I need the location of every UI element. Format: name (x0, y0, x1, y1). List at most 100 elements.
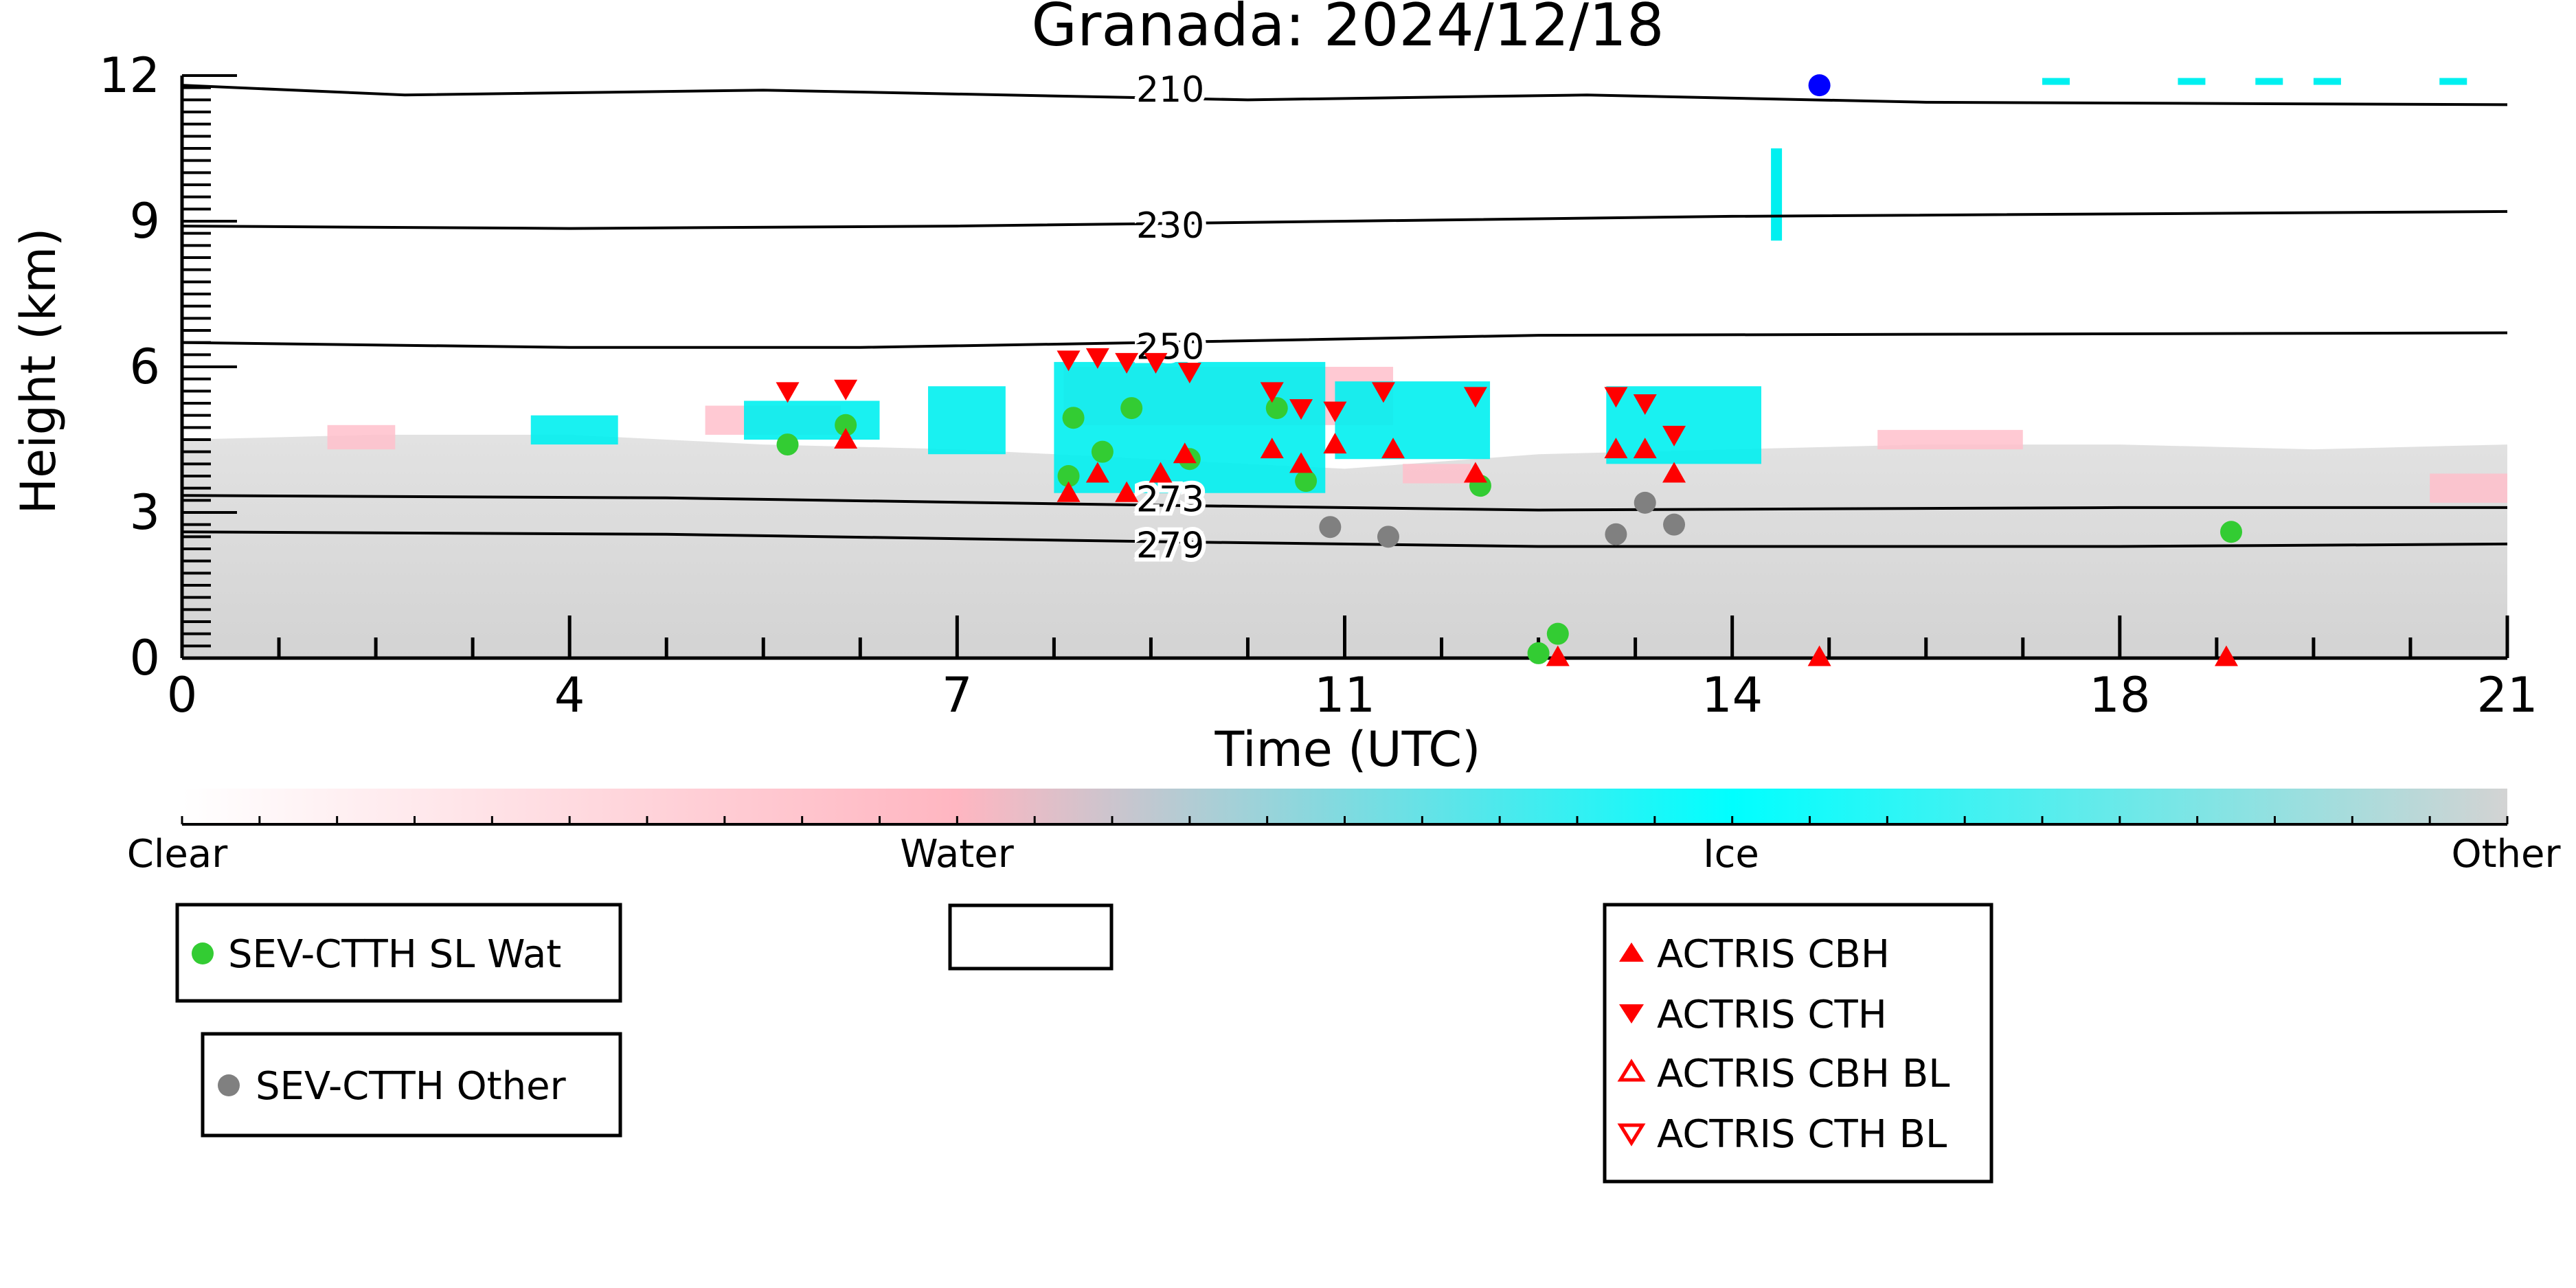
legend-label-cbh-bl: ACTRIS CBH BL (1657, 1052, 1950, 1096)
marker-actris-cbh-11 (1604, 438, 1628, 459)
marker-actris-cth-7 (1260, 382, 1284, 403)
legend-empty-box (948, 903, 1114, 971)
marker-actris-cbh-8 (1323, 433, 1347, 454)
water-region-3 (1403, 464, 1471, 484)
marker-sev-ctth-sl-wat-1 (835, 414, 857, 436)
y-tick-label-1: 3 (129, 484, 160, 541)
marker-actris-cth-9 (1323, 401, 1347, 422)
marker-actris-cth-11 (1463, 387, 1487, 408)
ice-speck-4 (2042, 78, 2070, 85)
legend-marker-cbh (1619, 942, 1644, 962)
marker-actris-cth-3 (1085, 348, 1109, 369)
marker-sev-ctth-sl-wat-6 (1265, 397, 1288, 420)
colorbar-ticks (181, 816, 2509, 824)
ice-region-5 (1606, 386, 1761, 464)
isotherm-label-273: 273 (1136, 479, 1204, 520)
legend-label-cth: ACTRIS CTH (1657, 993, 1887, 1037)
y-tick-label-0: 0 (129, 630, 160, 686)
marker-actris-cbh-0 (834, 428, 858, 449)
legend-label-cth-bl: ACTRIS CTH BL (1657, 1112, 1947, 1157)
marker-actris-cth-10 (1371, 382, 1395, 403)
marker-extra-0 (1808, 74, 1831, 97)
marker-sev-ctth-sl-wat-12 (2220, 521, 2243, 543)
marker-actris-cbh-6 (1260, 438, 1284, 459)
y-tick-label-3: 9 (129, 193, 160, 249)
colorbar-label-water: Water (900, 832, 1015, 877)
x-tick-label-0: 0 (167, 667, 198, 723)
legend-sl-wat: SEV-CTTH SL Wat (175, 903, 622, 1003)
marker-actris-cth-1 (834, 379, 858, 400)
water-region-4 (2430, 473, 2507, 503)
isotherm-label-250: 250 (1136, 327, 1204, 368)
marker-actris-cbh-10 (1463, 462, 1487, 483)
marker-sev-ctth-sl-wat-11 (1527, 642, 1550, 664)
marker-actris-cbh-14 (1546, 645, 1570, 666)
marker-actris-cbh-1 (1057, 481, 1081, 502)
x-tick-label-4: 14 (1702, 667, 1763, 723)
marker-actris-cbh-7 (1289, 452, 1313, 473)
isotherm-210 (181, 84, 2508, 106)
marker-sev-ctth-other-4 (1663, 513, 1686, 536)
legend-label-cbh: ACTRIS CBH (1657, 932, 1890, 977)
ice-streak (1771, 148, 1783, 241)
chart-title: Granada: 2024/12/18 (1031, 0, 1664, 60)
marker-sev-ctth-other-1 (1377, 526, 1399, 548)
x-tick-label-6: 21 (2476, 667, 2538, 723)
isotherm-label-279: 279 (1136, 525, 1204, 566)
water-region-0 (327, 425, 396, 450)
marker-actris-cbh-2 (1085, 462, 1109, 483)
x-axis-label: Time (UTC) (1214, 721, 1481, 778)
marker-actris-cbh-5 (1173, 442, 1197, 464)
y-tick-label-4: 12 (99, 47, 160, 104)
isotherm-230 (181, 210, 2508, 230)
marker-actris-cth-12 (1604, 387, 1628, 408)
water-region-5 (1877, 429, 2023, 450)
isotherm-label-230: 230 (1136, 205, 1204, 247)
marker-sev-ctth-other-0 (1319, 516, 1342, 539)
marker-actris-cbh-15 (1807, 645, 1831, 666)
marker-actris-cbh-16 (2214, 645, 2238, 666)
ice-speck-2 (2313, 78, 2341, 85)
ice-region-0 (530, 415, 618, 445)
marker-actris-cth-14 (1662, 425, 1686, 447)
ice-region-2 (928, 386, 1006, 455)
classification-field (182, 78, 2507, 658)
ice-region-1 (744, 400, 880, 440)
y-axis-label: Height (km) (10, 228, 67, 515)
marker-sev-ctth-sl-wat-4 (1091, 440, 1114, 463)
marker-sev-ctth-sl-wat-7 (1062, 407, 1085, 429)
marker-actris-cth-2 (1057, 350, 1081, 372)
legend-other: SEV-CTTH Other (201, 1032, 622, 1138)
x-tick-label-1: 4 (554, 667, 585, 723)
other-class-region (182, 434, 2507, 658)
isotherm-250 (181, 331, 2508, 349)
marker-sev-ctth-other-3 (1634, 491, 1656, 514)
ice-speck-3 (2439, 78, 2467, 85)
marker-sev-ctth-sl-wat-8 (1295, 470, 1318, 493)
marker-sev-ctth-sl-wat-2 (1057, 465, 1080, 487)
ice-speck-1 (2255, 78, 2283, 85)
marker-actris-cbh-9 (1381, 438, 1405, 459)
marker-actris-cth-4 (1115, 352, 1139, 374)
marker-sev-ctth-other-2 (1605, 523, 1627, 545)
legend-label-other: SEV-CTTH Other (256, 1064, 567, 1109)
marker-sev-ctth-sl-wat-10 (1546, 622, 1569, 645)
legend-marker-cth (1619, 1004, 1644, 1024)
data-markers (776, 74, 2243, 666)
marker-actris-cbh-3 (1115, 481, 1139, 502)
legend-marker-other (218, 1074, 240, 1096)
legend-marker-cbh-bl (1617, 1059, 1646, 1082)
marker-actris-cbh-4 (1149, 462, 1173, 483)
legend-marker-cth-bl (1617, 1123, 1646, 1146)
x-tick-label-5: 18 (2089, 667, 2150, 723)
marker-actris-cth-8 (1289, 399, 1313, 420)
y-tick-label-2: 6 (129, 339, 160, 395)
isotherm-lines: 210 230 250 273 279 (181, 65, 2508, 570)
marker-actris-cth-0 (776, 382, 800, 403)
ice-speck-0 (2178, 78, 2206, 85)
legend-marker-sl-wat (192, 942, 214, 964)
colorbar-label-ice: Ice (1703, 832, 1759, 877)
isotherm-273 (181, 494, 2507, 512)
